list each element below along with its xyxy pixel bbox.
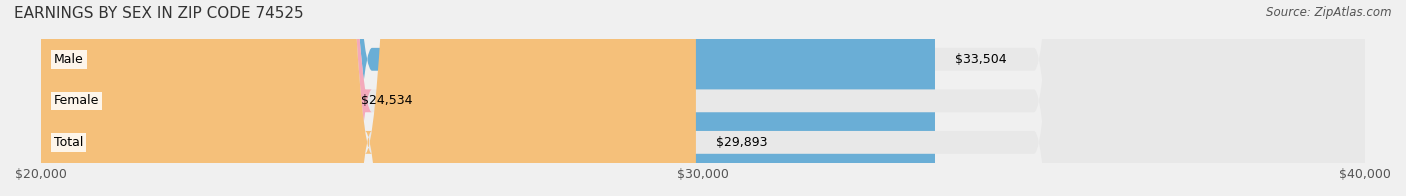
Text: Source: ZipAtlas.com: Source: ZipAtlas.com	[1267, 6, 1392, 19]
FancyBboxPatch shape	[41, 0, 1365, 196]
FancyBboxPatch shape	[41, 0, 696, 196]
Text: Total: Total	[55, 136, 83, 149]
FancyBboxPatch shape	[10, 0, 373, 196]
Text: Male: Male	[55, 53, 84, 66]
Text: $24,534: $24,534	[361, 94, 412, 107]
Text: $33,504: $33,504	[955, 53, 1007, 66]
Text: Female: Female	[55, 94, 100, 107]
FancyBboxPatch shape	[41, 0, 1365, 196]
Text: EARNINGS BY SEX IN ZIP CODE 74525: EARNINGS BY SEX IN ZIP CODE 74525	[14, 6, 304, 21]
FancyBboxPatch shape	[41, 0, 935, 196]
Text: $29,893: $29,893	[716, 136, 768, 149]
FancyBboxPatch shape	[41, 0, 1365, 196]
